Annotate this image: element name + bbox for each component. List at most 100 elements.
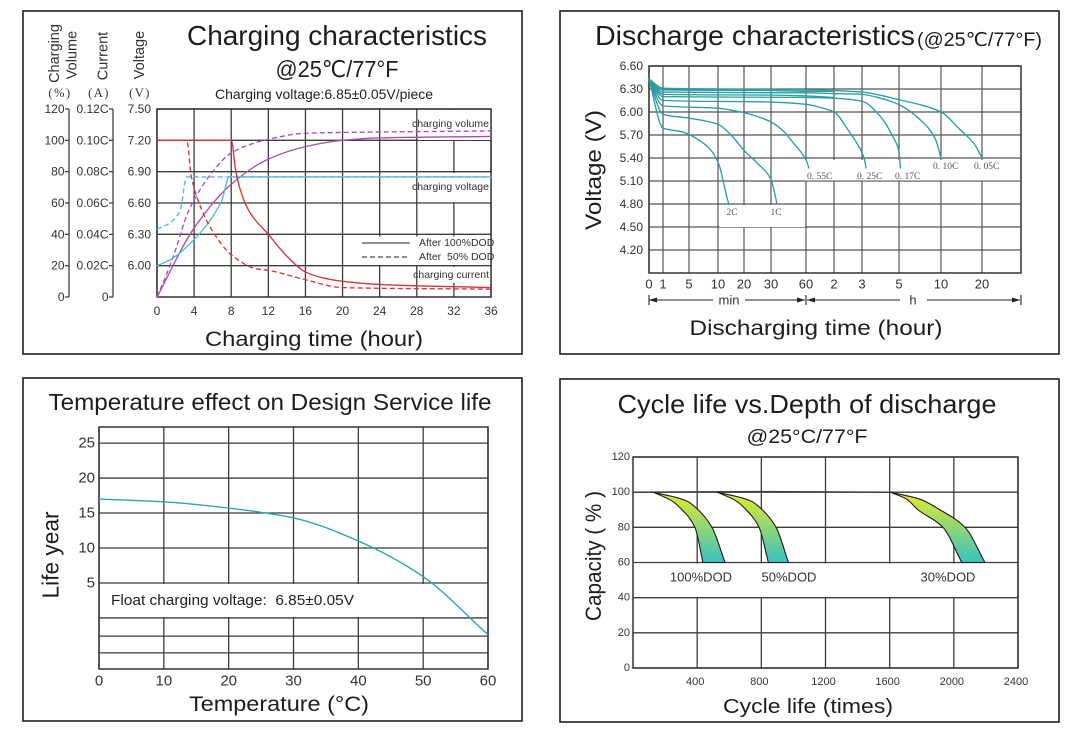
curve-label-background bbox=[418, 110, 491, 140]
discharge-curve-0-05c bbox=[648, 78, 983, 159]
discharge-curve-unlabeled-b bbox=[648, 78, 835, 99]
voltage-tick-label: 6.30 bbox=[128, 227, 152, 241]
y-tick-label: 10 bbox=[78, 540, 95, 557]
volume-axis-unit: (%) bbox=[48, 86, 71, 100]
x-tick-label: 1200 bbox=[811, 676, 835, 688]
series-lines bbox=[648, 78, 983, 206]
curve-label-background bbox=[719, 205, 805, 227]
chart-title-suffix: (@25℃/77°F) bbox=[917, 30, 1042, 51]
panel-charging-characteristics: Charging characteristics @25℃/77°F Charg… bbox=[22, 10, 523, 355]
y-axis-label: Voltage (V) bbox=[581, 110, 606, 230]
curve-label-0-10c: 0. 10C bbox=[933, 162, 958, 172]
x-tick-label: 20 bbox=[336, 304, 350, 318]
y-axis-label: Capacity ( % ) bbox=[581, 491, 606, 621]
series-line-charging-volume-after-50-dod bbox=[156, 130, 492, 298]
chart-title: Discharge characteristics bbox=[595, 20, 915, 51]
y-tick-label: 40 bbox=[618, 592, 630, 604]
curve-labels: 2C 1C 0. 55C 0. 25C 0. 17C 0. 10C 0. 05C bbox=[726, 162, 999, 218]
plot-grid bbox=[632, 456, 1019, 669]
x-tick-label: 2 bbox=[830, 277, 837, 292]
chart-subtitle: @25℃/77°F bbox=[276, 56, 399, 82]
x-tick-label: 0 bbox=[154, 304, 161, 318]
curve-label-background bbox=[418, 173, 491, 202]
current-tick-label: 0.08C bbox=[76, 165, 108, 179]
panel-border bbox=[559, 10, 1060, 355]
x-tick-label: 5 bbox=[895, 277, 902, 292]
y-tick-label: 4.50 bbox=[620, 220, 644, 234]
voltage-tick-label: 6.60 bbox=[128, 196, 152, 210]
series-line-charging-current-after-100-dod bbox=[156, 139, 492, 289]
series-line-charging-volume-after-100-dod bbox=[156, 135, 492, 298]
x-axis-label: Temperature (°C) bbox=[189, 693, 369, 716]
axis-ticks: 400 800 1200 1600 2000 2400 120 100 80 60 40 20 0 bbox=[612, 451, 1029, 688]
x-tick-label: 28 bbox=[410, 304, 424, 318]
plot-frame bbox=[648, 65, 1022, 274]
label-backgrounds bbox=[719, 160, 1020, 227]
band-labels: 100%DOD 50%DOD 30%DOD bbox=[670, 570, 976, 585]
axis-ticks: 0 4 8 12 16 20 24 28 32 36 7.50 7.20 6.90 6.60 6.30 6.0… bbox=[44, 102, 498, 318]
volume-tick-label: 100 bbox=[44, 133, 64, 147]
x-tick-label: 800 bbox=[750, 676, 768, 688]
y-tick-label: 120 bbox=[612, 451, 630, 463]
x-tick-label: 16 bbox=[299, 304, 313, 318]
current-axis-unit: (A) bbox=[88, 86, 110, 100]
x-axis-label: Charging time (hour) bbox=[205, 328, 423, 351]
series-line-charging-current-after-50-dod bbox=[157, 139, 492, 290]
x-tick-label: 36 bbox=[484, 304, 498, 318]
voltage-axis-title: Voltage bbox=[132, 31, 148, 79]
y-tick-label: 4.80 bbox=[620, 197, 644, 211]
annotation-background bbox=[100, 584, 487, 617]
float-voltage-annotation: Float charging voltage: 6.85±0.05V bbox=[111, 593, 354, 609]
x-tick-label: 40 bbox=[350, 673, 367, 690]
time-unit-arrows: min h bbox=[648, 293, 1022, 308]
y-tick-label: 25 bbox=[78, 435, 95, 452]
legend-label-50dod: After 50% DOD bbox=[419, 251, 495, 263]
x-tick-label: 20 bbox=[737, 277, 751, 292]
charging-voltage-note: Charging voltage:6.85±0.05V/piece bbox=[215, 86, 433, 102]
current-axis-title: Current bbox=[96, 32, 112, 80]
voltage-tick-label: 7.20 bbox=[128, 133, 152, 147]
x-tick-label: 10 bbox=[155, 673, 172, 690]
x-axis-label: Discharging time (hour) bbox=[690, 317, 943, 340]
arrowhead-right-icon bbox=[797, 297, 805, 303]
discharge-curve-2c bbox=[648, 78, 730, 206]
discharge-curve-unlabeled-a bbox=[648, 78, 835, 92]
x-tick-label: 4 bbox=[191, 304, 198, 318]
discharge-curve-1c bbox=[648, 78, 778, 204]
y-tick-label: 6.30 bbox=[620, 82, 644, 96]
x-tick-label: 12 bbox=[262, 304, 276, 318]
arrowhead-left-icon bbox=[649, 297, 657, 303]
panel-discharge-characteristics: Discharge characteristics (@25℃/77°F) Vo… bbox=[559, 10, 1060, 355]
plot-frame bbox=[98, 426, 489, 670]
x-tick-label: 20 bbox=[975, 277, 989, 292]
voltage-tick-label: 6.00 bbox=[128, 259, 152, 273]
y-tick-label: 6.60 bbox=[620, 59, 644, 73]
x-tick-label: 2400 bbox=[1004, 676, 1028, 688]
y-tick-label: 20 bbox=[618, 627, 630, 639]
y-tick-label: 60 bbox=[618, 557, 630, 569]
hour-range-label: h bbox=[909, 293, 916, 308]
voltage-axis-unit: (V) bbox=[129, 86, 151, 100]
current-tick-label: 0 bbox=[102, 290, 109, 304]
voltage-tick-label: 7.50 bbox=[128, 102, 152, 116]
axis-ticks: 0 10 20 30 40 50 60 25 20 15 10 5 bbox=[78, 435, 496, 690]
panel-cycle-life: Cycle life vs.Depth of discharge @25°C/7… bbox=[559, 378, 1060, 723]
y-tick-label: 5.10 bbox=[620, 174, 644, 188]
curve-label-charging-current: charging current bbox=[413, 269, 489, 281]
current-tick-label: 0.02C bbox=[76, 259, 108, 273]
y-tick-label: 20 bbox=[78, 470, 95, 487]
y-tick-label: 6.00 bbox=[620, 105, 644, 119]
curve-label-background bbox=[418, 267, 491, 283]
curve-label-2c: 2C bbox=[726, 208, 737, 218]
plot-frame bbox=[156, 108, 492, 298]
y-tick-label: 0 bbox=[624, 662, 630, 674]
discharge-curve-0-25c bbox=[648, 78, 867, 169]
voltage-tick-label: 6.90 bbox=[128, 165, 152, 179]
curve-label-1c: 1C bbox=[770, 208, 781, 218]
label-band-background bbox=[634, 563, 1017, 597]
series-line-charging-voltage-after-100-dod bbox=[156, 176, 492, 267]
plot-frame bbox=[632, 456, 1019, 669]
volume-tick-label: 80 bbox=[51, 165, 65, 179]
y-tick-label: 5.40 bbox=[620, 151, 644, 165]
